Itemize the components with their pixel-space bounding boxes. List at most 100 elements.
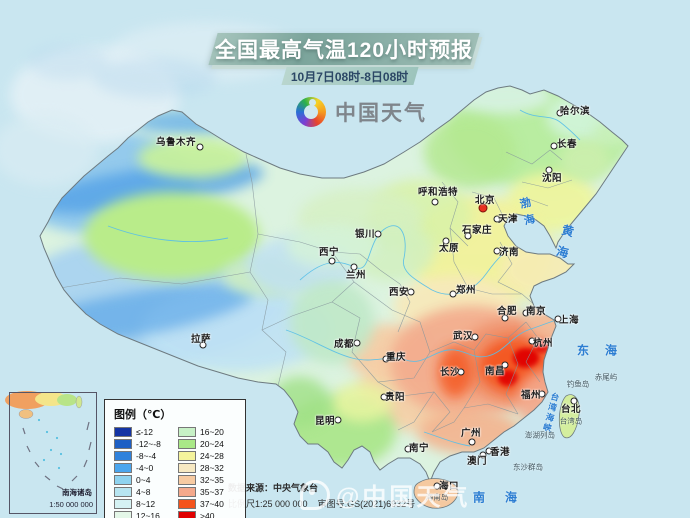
city-label: 重庆	[385, 352, 407, 363]
legend-swatch	[114, 474, 132, 485]
legend-range-label: -8~-4	[136, 450, 157, 461]
city-marker	[199, 341, 207, 349]
legend-item: 37~40	[178, 498, 238, 509]
legend-item: 35~37	[178, 486, 238, 497]
sea-label: 南海	[472, 490, 538, 505]
legend-swatch	[114, 498, 132, 509]
legend-swatch	[114, 450, 132, 461]
legend-swatch	[178, 438, 196, 449]
legend-swatch	[178, 474, 196, 485]
title-banner: 全国最高气温120小时预报	[208, 33, 480, 65]
city-label: 银川	[354, 229, 376, 240]
legend-item: 24~28	[178, 450, 238, 461]
city-label: 上海	[558, 315, 580, 326]
legend-item: -8~-4	[114, 450, 174, 461]
sea-label: 东海	[576, 343, 634, 358]
legend-item: 28~32	[178, 462, 238, 473]
city-label: 香港	[489, 447, 511, 458]
inset-minimap	[5, 391, 92, 490]
map-license-number: 审图号:GS(2021)6932号	[317, 499, 416, 509]
city-marker	[449, 290, 457, 298]
map-footer: 数据来源：中央气象台 比例尺1:25 000 000 审图号:GS(2021)69…	[228, 481, 425, 510]
city-marker	[556, 109, 564, 117]
city-label: 太原	[438, 243, 460, 254]
city-label: 长沙	[439, 367, 461, 378]
island-label: 赤尾屿	[594, 372, 618, 382]
city-marker	[538, 390, 546, 398]
city-label: 杭州	[532, 338, 554, 349]
logo-text: 中国天气	[335, 102, 427, 125]
city-label: 贵阳	[384, 392, 406, 403]
city-marker	[493, 247, 501, 255]
city-marker	[334, 416, 342, 424]
watermark-text: @中国天气	[336, 484, 471, 511]
city-marker	[493, 215, 501, 223]
city-marker	[485, 447, 493, 455]
city-label: 台北	[560, 404, 582, 415]
legend-range-label: 32~35	[200, 474, 224, 485]
city-label: 南宁	[408, 443, 430, 454]
legend-swatch	[178, 462, 196, 473]
city-marker	[554, 315, 562, 323]
legend-item: 0~4	[114, 474, 174, 485]
legend-range-label: 35~37	[200, 486, 224, 497]
city-marker	[328, 257, 336, 265]
city-label: 福州	[520, 390, 542, 401]
weather-china-logo: 中国天气	[296, 97, 427, 127]
legend-item: -12~-8	[114, 438, 174, 449]
city-label: 济南	[498, 247, 520, 258]
city-marker	[528, 337, 536, 345]
legend-range-label: 8~12	[136, 498, 156, 509]
legend-range-label: 16~20	[200, 426, 224, 437]
city-label: 呼和浩特	[417, 187, 459, 198]
city-marker	[433, 482, 441, 490]
legend-swatch	[114, 462, 132, 473]
legend-swatch	[178, 450, 196, 461]
legend-item: -4~0	[114, 462, 174, 473]
city-label: 天津	[497, 214, 519, 225]
legend-item: 20~24	[178, 438, 238, 449]
city-label: 澳门	[466, 456, 488, 467]
china-national-boundary	[39, 85, 629, 484]
legend-range-label: -12~-8	[136, 438, 161, 449]
island-label: 东沙群岛	[513, 462, 543, 472]
hainan-island	[413, 478, 459, 509]
legend-item: ≤-12	[114, 426, 174, 437]
legend-range-label: -4~0	[136, 462, 154, 473]
pinwheel-logo-icon	[296, 97, 326, 127]
island-label: 台湾岛	[559, 416, 583, 426]
legend-item: >40	[178, 510, 238, 518]
legend-swatch	[114, 486, 132, 497]
legend-range-label: 37~40	[200, 498, 224, 509]
city-label: 长春	[556, 139, 578, 150]
legend-swatch	[114, 426, 132, 437]
city-label: 西安	[388, 287, 410, 298]
city-marker	[545, 166, 553, 174]
city-marker	[479, 451, 487, 459]
city-label: 合肥	[496, 306, 518, 317]
city-marker	[431, 198, 439, 206]
city-marker	[196, 143, 204, 151]
map-scale: 比例尺1:25 000 000	[228, 499, 308, 509]
city-label: 西宁	[318, 247, 340, 258]
data-source: 数据来源：中央气象台	[228, 483, 319, 493]
legend-range-label: ≤-12	[136, 426, 153, 437]
south-china-sea-inset: 南海诸岛 1:50 000 000	[9, 392, 97, 514]
legend-swatch	[114, 438, 132, 449]
legend-item: 32~35	[178, 474, 238, 485]
legend-range-label: 12~16	[136, 510, 160, 518]
city-label: 兰州	[345, 270, 367, 281]
legend-item: 4~8	[114, 486, 174, 497]
forecast-period: 10月7日08时-8日08时	[291, 69, 409, 84]
city-label: 成都	[333, 339, 355, 350]
temperature-legend: 图例（℃） ≤-12 -12~-8 -8~-4 -4~0 0~4 4~8 8~12 12~16…	[104, 399, 246, 518]
city-marker	[471, 333, 479, 341]
city-marker	[442, 237, 450, 245]
city-marker	[353, 339, 361, 347]
city-label: 南昌	[484, 366, 506, 377]
legend-item: 12~16	[114, 510, 174, 518]
city-marker	[464, 232, 472, 240]
legend-swatch	[178, 498, 196, 509]
